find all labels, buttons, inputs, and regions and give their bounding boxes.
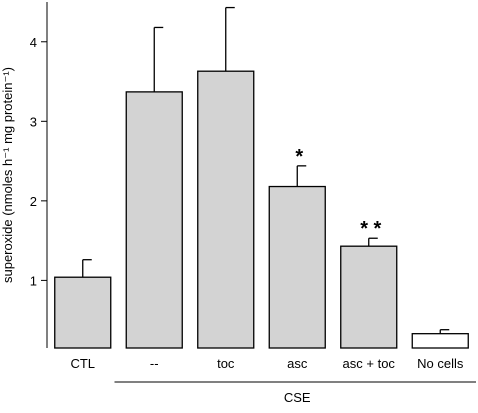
x-tick-label: -- — [150, 356, 159, 371]
bar — [125, 91, 183, 349]
significance-marker: * * — [360, 218, 381, 240]
significance-marker: * — [295, 146, 303, 168]
bar — [268, 185, 326, 349]
x-tick-label: asc — [287, 356, 308, 371]
bar — [197, 70, 255, 349]
group-label: CSE — [284, 390, 311, 405]
bar — [340, 245, 398, 349]
y-tick-label: 4 — [30, 35, 37, 50]
x-tick-label: toc — [217, 356, 235, 371]
x-tick-label: CTL — [70, 356, 95, 371]
bar — [411, 333, 469, 349]
bar — [54, 276, 112, 349]
x-tick-label: asc + toc — [343, 356, 396, 371]
y-tick-label: 3 — [30, 114, 37, 129]
x-tick-label: No cells — [417, 356, 464, 371]
y-tick-label: 2 — [30, 194, 37, 209]
y-tick-label: 1 — [30, 273, 37, 288]
y-axis-title: superoxide (nmoles h⁻¹ mg protein⁻¹) — [0, 67, 15, 283]
